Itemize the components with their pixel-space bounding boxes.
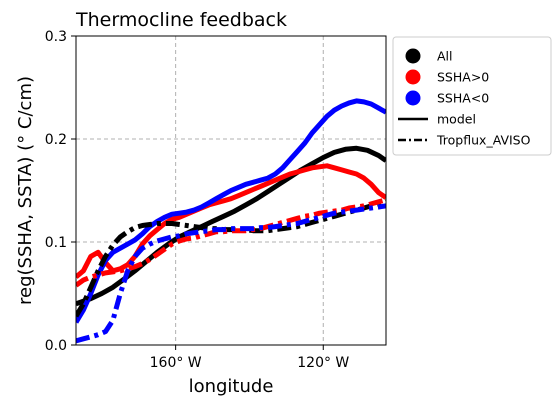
series-line-ssha-0-tropflux-aviso xyxy=(76,203,386,344)
x-axis-label: longitude xyxy=(189,376,274,397)
legend-label: SSHA<0 xyxy=(437,91,489,106)
x-tick-label: 120° W xyxy=(297,355,349,371)
legend-marker-all xyxy=(405,48,421,64)
legend: All SSHA>0 SSHA<0 model Tropflux_AVISO xyxy=(392,36,552,156)
legend-marker-ssha-0 xyxy=(405,69,421,85)
series-line-all-model xyxy=(76,145,386,307)
legend-box xyxy=(392,36,552,156)
legend-label: model xyxy=(437,112,476,127)
chart-title: Thermocline feedback xyxy=(75,9,287,31)
series-line-ssha-0-model xyxy=(76,163,386,279)
legend-label: SSHA>0 xyxy=(437,70,489,85)
y-tick-label: 0.2 xyxy=(45,132,67,148)
y-tick-label: 0.0 xyxy=(45,338,67,354)
legend-label: Tropflux_AVISO xyxy=(436,133,531,148)
series-line-ssha-0-model xyxy=(76,98,386,324)
legend-label: All xyxy=(437,49,453,64)
y-axis-label: reg(SSHA, SSTA) (° C/cm) xyxy=(15,76,36,305)
y-tick-label: 0.3 xyxy=(45,29,67,45)
series-line-all-tropflux-aviso xyxy=(76,199,386,318)
y-tick-label: 0.1 xyxy=(45,235,67,251)
legend-marker-ssha-0 xyxy=(405,90,421,106)
x-tick-label: 160° W xyxy=(150,355,202,371)
ticks: 160° W 120° W 0.0 0.1 0.2 0.3 xyxy=(45,29,350,371)
axes-frame xyxy=(75,35,387,346)
plot-series xyxy=(76,98,386,344)
